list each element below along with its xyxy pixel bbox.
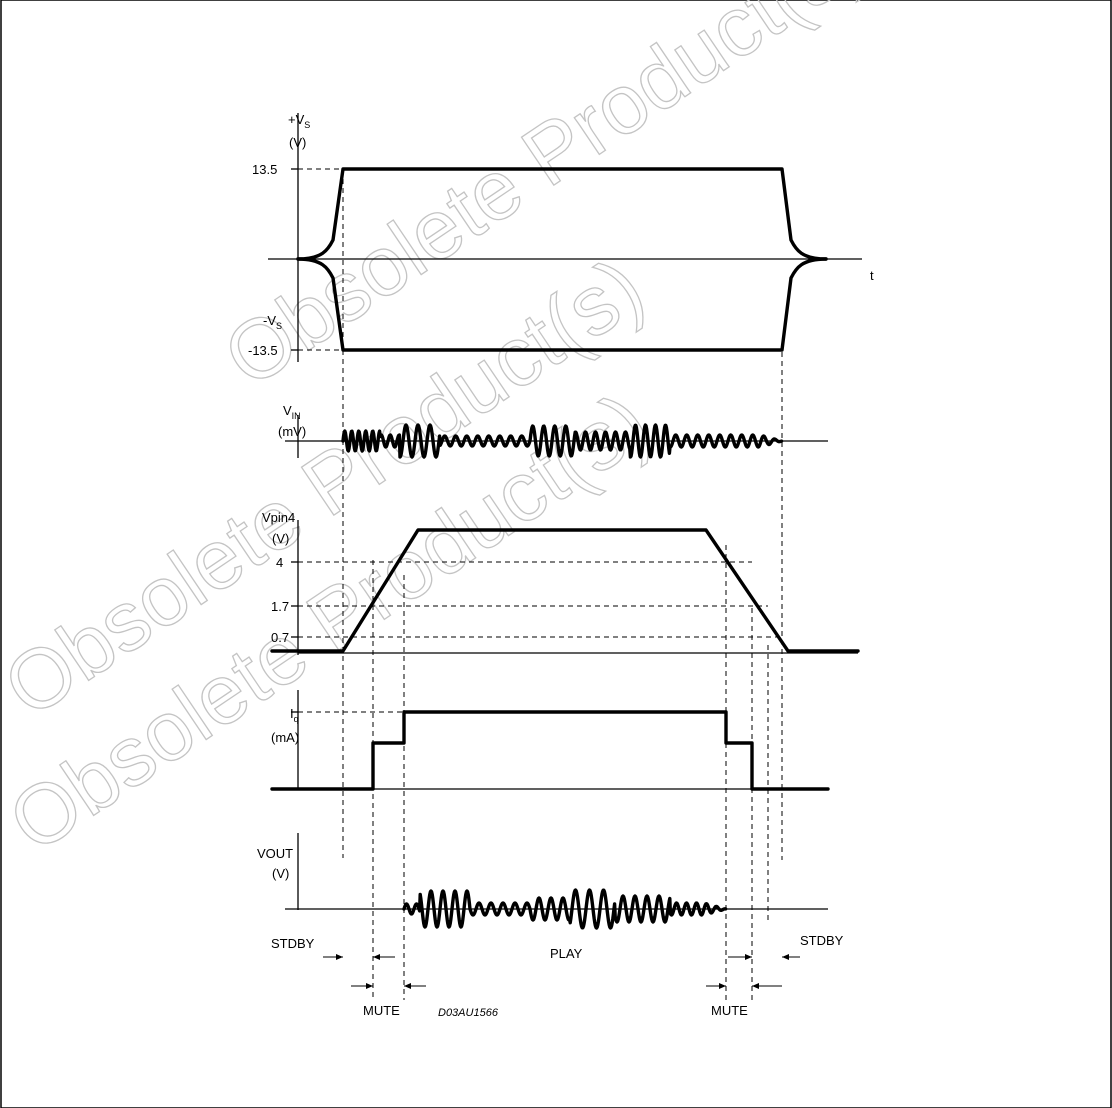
- arrowhead-mute-right-b: [752, 983, 759, 989]
- panel-supply-voltage: +VS (V) 13.5 -VS -13.5 t: [248, 112, 874, 362]
- arrowhead-mute-left-b: [404, 983, 411, 989]
- label-vin-unit: (mV): [278, 424, 306, 439]
- panel-input-signal: VIN (mV): [278, 403, 828, 459]
- arrowhead-mute-right-a: [719, 983, 726, 989]
- figure-code: D03AU1566: [438, 1007, 499, 1019]
- panel-iq: Iq (mA): [270, 690, 830, 791]
- time-label: t: [870, 268, 874, 283]
- trace-minus-vs: [296, 257, 828, 352]
- trace-vin: [341, 423, 784, 459]
- arrowhead-stdby-left-b: [373, 954, 380, 960]
- label-vpin4: Vpin4: [262, 510, 295, 525]
- arrowhead-mute-left-a: [366, 983, 373, 989]
- label-play: PLAY: [550, 946, 583, 961]
- tick-label-1-7v: 1.7: [271, 599, 289, 614]
- tick-label-0-7v: 0.7: [271, 630, 289, 645]
- arrowhead-stdby-right-a: [745, 954, 752, 960]
- timing-guide-lines: [342, 170, 783, 1000]
- label-vs-unit: (V): [289, 135, 306, 150]
- label-mute-left: MUTE: [363, 1003, 400, 1018]
- label-stdby-right: STDBY: [800, 933, 844, 948]
- tick-label-neg-13-5: -13.5: [248, 343, 278, 358]
- trace-vpin4: [270, 528, 860, 653]
- arrowhead-stdby-right-b: [782, 954, 789, 960]
- label-stdby-left: STDBY: [271, 936, 315, 951]
- label-plus-vs: +VS: [288, 112, 310, 130]
- label-iq: Iq: [290, 706, 299, 724]
- tick-label-13-5: 13.5: [252, 162, 277, 177]
- panel-vout: VOUT (V): [257, 833, 828, 930]
- label-iq-unit: (mA): [271, 730, 299, 745]
- panel-vpin4: Vpin4 (V) 4 1.7 0.7: [262, 510, 860, 655]
- state-annotations: STDBY PLAY STDBY MUTE MUTE D03AU1566: [271, 933, 844, 1019]
- label-vout-unit: (V): [272, 866, 289, 881]
- trace-plus-vs: [296, 167, 828, 261]
- trace-iq: [270, 710, 830, 791]
- label-minus-vs: -VS: [263, 313, 282, 331]
- tick-label-4v: 4: [276, 555, 283, 570]
- label-mute-right: MUTE: [711, 1003, 748, 1018]
- label-vin: VIN: [283, 403, 301, 421]
- label-vpin4-unit: (V): [272, 531, 289, 546]
- label-vout: VOUT: [257, 846, 293, 861]
- trace-vout: [402, 888, 728, 930]
- arrowhead-stdby-left-a: [336, 954, 343, 960]
